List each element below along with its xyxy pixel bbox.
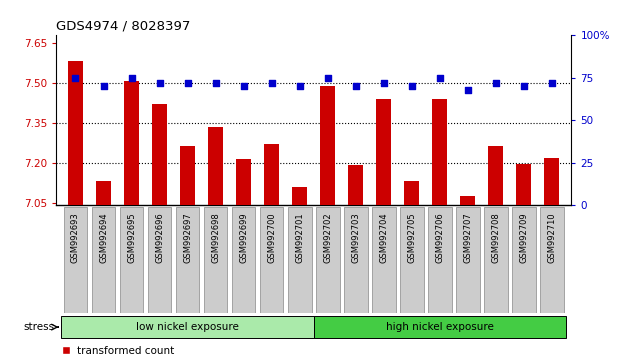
FancyBboxPatch shape	[400, 207, 424, 313]
Point	[71, 75, 81, 81]
Bar	[68, 61, 83, 205]
Bar	[180, 145, 195, 205]
FancyBboxPatch shape	[61, 316, 314, 338]
Bar	[348, 166, 363, 205]
Point	[463, 87, 473, 93]
Text: GSM992695: GSM992695	[127, 212, 136, 263]
FancyBboxPatch shape	[512, 207, 535, 313]
Text: GSM992706: GSM992706	[435, 212, 444, 263]
Text: GSM992703: GSM992703	[351, 212, 360, 263]
FancyBboxPatch shape	[484, 207, 507, 313]
Text: low nickel exposure: low nickel exposure	[136, 322, 239, 332]
FancyBboxPatch shape	[63, 207, 88, 313]
Bar	[152, 104, 167, 205]
Text: GSM992693: GSM992693	[71, 212, 80, 263]
Bar	[516, 164, 532, 205]
FancyBboxPatch shape	[372, 207, 396, 313]
Bar	[208, 127, 224, 205]
FancyBboxPatch shape	[204, 207, 227, 313]
FancyBboxPatch shape	[92, 207, 116, 313]
FancyBboxPatch shape	[288, 207, 312, 313]
Text: GSM992704: GSM992704	[379, 212, 388, 263]
Bar	[404, 182, 419, 205]
Text: GSM992705: GSM992705	[407, 212, 416, 263]
Text: GSM992699: GSM992699	[239, 212, 248, 263]
Text: GSM992696: GSM992696	[155, 212, 164, 263]
Point	[155, 80, 165, 86]
FancyBboxPatch shape	[260, 207, 284, 313]
FancyBboxPatch shape	[315, 207, 340, 313]
Point	[266, 80, 276, 86]
Bar	[96, 182, 111, 205]
Point	[183, 80, 193, 86]
Text: GSM992710: GSM992710	[547, 212, 556, 263]
Text: GDS4974 / 8028397: GDS4974 / 8028397	[56, 20, 190, 33]
Text: GSM992707: GSM992707	[463, 212, 472, 263]
Bar	[460, 196, 476, 205]
FancyBboxPatch shape	[428, 207, 451, 313]
Point	[491, 80, 501, 86]
Text: GSM992708: GSM992708	[491, 212, 500, 263]
Text: stress: stress	[24, 322, 55, 332]
Point	[379, 80, 389, 86]
Bar	[432, 99, 447, 205]
Bar	[544, 158, 560, 205]
FancyBboxPatch shape	[176, 207, 199, 313]
Bar	[124, 81, 139, 205]
FancyBboxPatch shape	[343, 207, 368, 313]
Point	[99, 84, 109, 89]
Point	[546, 80, 556, 86]
Bar	[236, 159, 252, 205]
Point	[238, 84, 248, 89]
FancyBboxPatch shape	[148, 207, 171, 313]
Text: GSM992700: GSM992700	[267, 212, 276, 263]
Text: GSM992701: GSM992701	[295, 212, 304, 263]
Bar	[292, 187, 307, 205]
Point	[435, 75, 445, 81]
Bar	[488, 145, 504, 205]
Point	[127, 75, 137, 81]
Legend: transformed count, percentile rank within the sample: transformed count, percentile rank withi…	[61, 346, 253, 354]
Bar	[320, 86, 335, 205]
Text: GSM992698: GSM992698	[211, 212, 220, 263]
FancyBboxPatch shape	[232, 207, 255, 313]
Point	[407, 84, 417, 89]
Bar	[376, 99, 391, 205]
Bar	[264, 144, 279, 205]
FancyBboxPatch shape	[120, 207, 143, 313]
FancyBboxPatch shape	[540, 207, 564, 313]
Text: GSM992697: GSM992697	[183, 212, 192, 263]
FancyBboxPatch shape	[456, 207, 479, 313]
Point	[211, 80, 220, 86]
Point	[351, 84, 361, 89]
Text: GSM992694: GSM992694	[99, 212, 108, 263]
FancyBboxPatch shape	[314, 316, 566, 338]
Text: GSM992702: GSM992702	[323, 212, 332, 263]
Point	[519, 84, 528, 89]
Text: high nickel exposure: high nickel exposure	[386, 322, 494, 332]
Text: GSM992709: GSM992709	[519, 212, 528, 263]
Point	[323, 75, 333, 81]
Point	[294, 84, 304, 89]
